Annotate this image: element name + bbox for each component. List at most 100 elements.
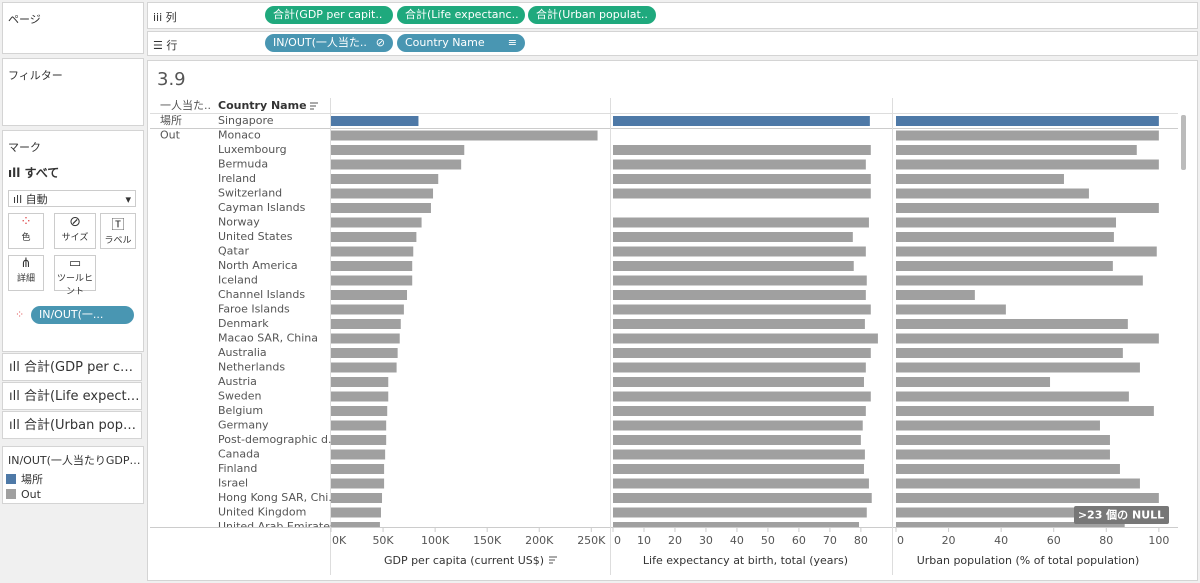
size-button[interactable]: ⊘ サイズ: [54, 213, 96, 249]
columns-label: iii 列: [153, 11, 177, 24]
bar: [331, 522, 380, 527]
bar: [331, 188, 434, 199]
row-label: United States: [218, 230, 293, 243]
row-label: Qatar: [218, 245, 249, 258]
bar: [896, 159, 1159, 170]
row-pill[interactable]: Country Name ≡: [397, 34, 525, 52]
marks-all-label: すべて: [24, 166, 60, 180]
pill-label: 合計(GDP per capit..: [273, 8, 383, 21]
bar: [613, 406, 866, 416]
bar: [613, 188, 871, 199]
x-tick-label: 0K: [332, 534, 347, 547]
bar: [331, 348, 398, 358]
bar: [331, 217, 422, 228]
bar: [896, 348, 1123, 358]
mark-type: 自動: [25, 193, 48, 206]
filters-shelf: フィルター: [2, 58, 144, 126]
bar: [331, 478, 385, 489]
label-button[interactable]: 🅃 ラベル: [100, 213, 136, 249]
measure-card[interactable]: ıll 合計(GDP per c…: [2, 353, 142, 381]
view-title: 3.9: [157, 69, 186, 90]
row-label: Post-demographic d..: [218, 433, 335, 446]
row-label: Germany: [218, 419, 269, 432]
bar: [896, 290, 975, 300]
legend-items: 場所 Out: [6, 472, 43, 502]
sort-icon[interactable]: [310, 102, 318, 110]
mark-type-dropdown[interactable]: ıll 自動 ▾: [8, 190, 136, 207]
marks-all[interactable]: ıll すべて: [8, 166, 60, 180]
row-pill[interactable]: IN/OUT(一人当た.. ⊘: [265, 34, 393, 52]
bar: [331, 159, 462, 170]
measure-label: 合計(Urban pop…: [23, 418, 136, 433]
axis-title: Urban population (% of total population): [917, 554, 1140, 567]
measure-card[interactable]: ıll 合計(Life expect…: [2, 382, 142, 410]
bar: [896, 232, 1114, 242]
row-label: Austria: [218, 375, 257, 388]
group-label: 場所: [160, 114, 182, 127]
row-header: 一人当た..: [160, 98, 211, 112]
column-pill[interactable]: 合計(GDP per capit..: [265, 6, 393, 24]
legend-item[interactable]: 場所: [6, 472, 43, 487]
bar: [613, 478, 869, 489]
bar: [331, 203, 431, 213]
bar: [331, 116, 419, 126]
pill-label: 合計(Life expectanc..: [405, 8, 519, 21]
bar: [896, 333, 1159, 344]
scrollbar[interactable]: [1181, 115, 1186, 170]
row-label: Ireland: [218, 172, 256, 185]
x-tick-label: 80: [1099, 534, 1113, 547]
bar: [613, 420, 863, 431]
bar: [896, 507, 1118, 518]
bar: [331, 435, 387, 445]
columns-shelf: iii 列 合計(GDP per capit.. 合計(Life expecta…: [147, 2, 1198, 29]
bar: [331, 130, 598, 141]
bar: [613, 116, 870, 126]
bar: [896, 478, 1140, 489]
legend-swatch: [6, 474, 16, 484]
tooltip-button[interactable]: ▭ ツールヒント: [54, 255, 96, 297]
bar: [331, 232, 417, 242]
measure-card[interactable]: ıll 合計(Urban pop…: [2, 411, 142, 439]
group-label: Out: [160, 129, 181, 142]
bar: [896, 145, 1137, 155]
bar: [331, 464, 385, 474]
row-label: Australia: [218, 346, 267, 359]
color-button[interactable]: ⁘ 色: [8, 213, 44, 249]
bar: [896, 275, 1143, 286]
measure-label: 合計(Life expect…: [23, 389, 140, 404]
x-tick-label: 0: [897, 534, 904, 547]
measure-label: 合計(GDP per c…: [23, 360, 133, 375]
bar: [613, 217, 869, 228]
color-pill[interactable]: IN/OUT(一...: [31, 306, 134, 324]
null-indicator-bg[interactable]: [1074, 506, 1169, 524]
bar: [896, 319, 1128, 329]
bar: [896, 435, 1110, 445]
filters-label: フィルター: [8, 69, 63, 82]
sort-icon: [549, 556, 557, 564]
bar: [613, 290, 866, 300]
column-pill[interactable]: 合計(Life expectanc..: [397, 6, 525, 24]
bar: [896, 464, 1120, 474]
bar: [613, 435, 861, 445]
bar: [331, 449, 386, 460]
bar: [613, 507, 867, 518]
columns-label-text: 列: [165, 11, 177, 24]
row-label: Singapore: [218, 114, 274, 127]
bar: [896, 130, 1159, 141]
column-pill[interactable]: 合計(Urban populat..: [528, 6, 656, 24]
legend-item[interactable]: Out: [6, 487, 43, 502]
row-label: Hong Kong SAR, Chi..: [218, 491, 335, 504]
row-label: Cayman Islands: [218, 201, 306, 214]
x-tick-label: 50: [761, 534, 775, 547]
detail-button[interactable]: ⋔ 詳細: [8, 255, 44, 291]
bar: [331, 333, 400, 344]
bar: [613, 304, 871, 315]
bar: [613, 362, 866, 373]
bar: [331, 420, 387, 431]
null-indicator[interactable]: >23 個の NULL: [1078, 508, 1164, 522]
bar: [896, 116, 1159, 126]
row-header: Country Name: [218, 99, 307, 112]
x-tick-label: 20: [668, 534, 682, 547]
bar: [331, 377, 389, 387]
